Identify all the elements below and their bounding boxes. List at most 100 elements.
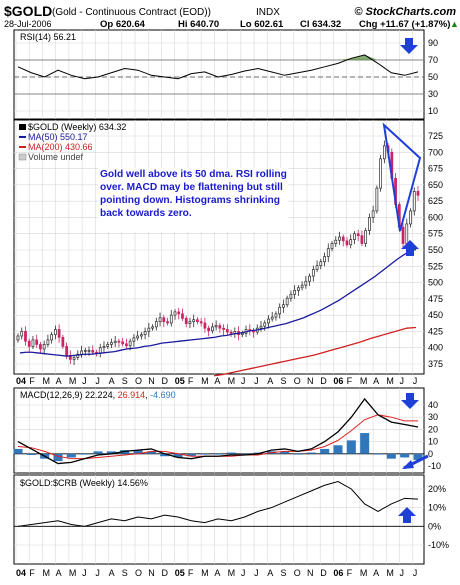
y-tick-label-price: 475 [428,294,443,304]
price-candle-body [229,331,233,334]
price-candle-body [166,321,169,324]
price-candle-body [326,248,330,257]
signal-value: 26.914 [118,390,146,400]
y-tick-label-ratio: 0% [428,521,441,531]
x-tick-label: M [69,568,77,578]
x-tick-label: M [201,376,209,386]
price-candle-body [35,339,39,345]
chart-description: (Gold - Continuous Contract (EOD)) [52,7,211,18]
price-candle-body [102,346,106,349]
price-candle-body [401,226,405,244]
price-candle-body [132,337,136,342]
x-tick-label: N [148,376,155,386]
x-tick-label: J [413,568,418,578]
price-candle-body [319,261,323,266]
price-candle-body [158,317,162,323]
x-tick-label: D [161,376,168,386]
quote-open: Op 620.64 [100,19,146,30]
price-candle-body [106,344,110,347]
price-candle-body [274,313,278,318]
x-tick-label: M [386,376,394,386]
macd-histogram-bar [200,453,210,455]
y-tick-label-price: 400 [428,343,443,353]
price-candle-body [181,313,184,319]
ma50-line [19,248,417,357]
price-candle-body [61,336,65,347]
price-candle-body [147,327,151,332]
x-tick-label: A [267,568,273,578]
price-candle-body [72,357,76,360]
y-tick-label-macd: 0 [428,449,433,459]
x-tick-label: O [294,568,301,578]
x-tick-label: 05 [175,376,185,386]
x-tick-label: J [241,568,246,578]
price-candle-body [345,240,349,246]
price-candle-body [214,325,218,328]
x-tick-label: N [307,568,314,578]
y-tick-label-price: 725 [428,131,443,141]
price-candle-body [315,265,319,270]
price-candle-body [405,223,409,244]
macd-label-prefix: MACD(12,26,9) [20,390,83,400]
macd-histogram-bar [346,440,356,454]
macd-histogram-bar [386,453,396,459]
chart-symbol: $GOLD [4,3,52,19]
quote-change: Chg +11.67 (+1.87%) [359,19,450,30]
macd-histogram-bar [226,452,236,454]
y-tick-label-price: 575 [428,229,443,239]
price-candle-body [412,191,416,212]
y-tick-label-rsi: 10 [428,106,438,116]
x-tick-label: S [122,376,128,386]
price-candle-body [203,322,207,329]
x-tick-label: A [373,568,379,578]
price-candle-body [353,233,356,240]
x-tick-label: D [320,376,327,386]
x-tick-label: O [135,568,142,578]
x-tick-label: M [360,376,368,386]
macd-histogram-bar [373,453,383,455]
price-candle-body [297,287,300,291]
price-candle-body [121,341,125,345]
y-tick-label-price: 425 [428,326,443,336]
price-candle-body [177,311,181,315]
price-candle-body [113,340,117,343]
macd-sep2: , [145,390,148,400]
price-legend-volume: Volume undef [28,152,84,162]
price-candle-body [349,239,353,246]
price-candle-body [375,187,379,212]
price-candle-body [409,210,412,225]
macd-histogram-bar [213,453,223,455]
quote-low: Lo 602.61 [240,19,284,30]
y-tick-label-price: 700 [428,147,443,157]
price-candle-body [117,340,121,343]
price-candle-body [110,342,113,345]
x-tick-label: M [201,568,209,578]
x-tick-label: A [109,376,115,386]
y-tick-label-macd: 30 [428,412,438,422]
price-candle-body [125,343,128,347]
chart-date: 28-Jul-2006 [4,19,52,29]
rsi-line [17,54,419,80]
x-tick-label: A [56,568,62,578]
x-tick-label: M [228,568,236,578]
x-tick-label: D [161,568,168,578]
macd-histogram-bar [146,451,156,454]
y-tick-label-ratio: 20% [428,484,446,494]
price-candle-body [278,306,282,315]
price-candle-body [282,304,285,308]
x-tick-label: J [400,568,405,578]
price-candle-body [211,326,214,332]
y-tick-label-price: 650 [428,180,443,190]
x-tick-label: N [307,376,314,386]
y-tick-label-price: 375 [428,359,443,369]
macd-histogram-bar [80,453,90,455]
price-candle-body [338,236,341,241]
x-tick-label: F [188,568,194,578]
x-tick-label: 04 [16,376,26,386]
x-tick-label: F [347,376,353,386]
x-tick-label: A [56,376,62,386]
price-candle-body [184,318,188,324]
x-tick-label: J [82,568,87,578]
